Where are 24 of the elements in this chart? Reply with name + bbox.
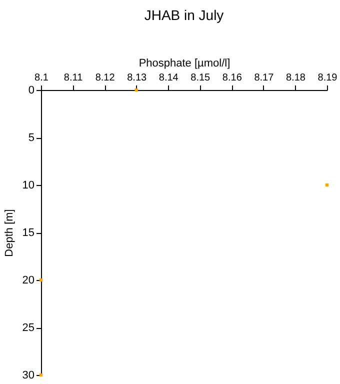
point xyxy=(134,88,138,92)
x-tick-label: 8.13 xyxy=(127,72,147,84)
x-axis-title: Phosphate [µmol/l] xyxy=(138,58,230,70)
point xyxy=(39,278,43,282)
y-tick-label: 0 xyxy=(28,84,34,96)
y-axis-title: Depth [m] xyxy=(3,209,16,257)
x-tick-label: 8.14 xyxy=(158,72,179,84)
y-tick-label: 30 xyxy=(22,370,34,382)
x-tick-label: 8.16 xyxy=(222,72,242,84)
point xyxy=(39,373,43,377)
x-tick-label: 8.18 xyxy=(286,72,306,84)
chart-title: JHAB in July xyxy=(144,7,224,23)
point xyxy=(325,183,329,187)
x-tick-label: 8.12 xyxy=(95,72,116,84)
x-tick-label: 8.15 xyxy=(190,72,211,84)
x-tick-label: 8.11 xyxy=(64,72,84,84)
y-tick-label: 20 xyxy=(22,274,34,286)
y-tick-label: 15 xyxy=(22,227,34,239)
y-tick-label: 10 xyxy=(22,180,34,192)
x-tick-label: 8.17 xyxy=(254,72,274,84)
y-tick-label: 5 xyxy=(28,132,34,144)
x-tick-label: 8.19 xyxy=(318,72,338,84)
x-tick-label: 8.1 xyxy=(34,72,49,84)
y-tick-label: 25 xyxy=(22,322,34,334)
